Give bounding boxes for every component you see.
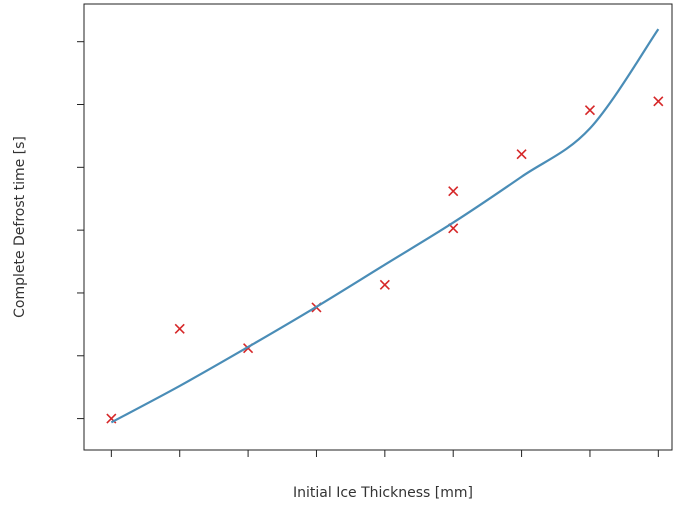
data-point-9 [653, 96, 664, 107]
plot-frame [83, 3, 673, 451]
x-marker-stroke [448, 186, 459, 197]
x-marker-stroke [516, 149, 527, 160]
data-point-8 [584, 105, 596, 116]
x-marker-stroke [584, 105, 596, 116]
x-marker-stroke [379, 279, 390, 290]
x-marker-stroke [174, 323, 185, 334]
data-point-4 [379, 279, 390, 290]
x-axis-label: Initial Ice Thickness [mm] [293, 485, 473, 501]
data-point-1 [174, 323, 185, 334]
y-axis-ticks [77, 41, 84, 420]
y-axis-label: Complete Defrost time [s] [12, 136, 28, 318]
x-marker-stroke [653, 96, 664, 107]
x-marker-stroke [448, 223, 459, 234]
fit-curve-line [110, 28, 660, 424]
series-layer [106, 28, 664, 424]
x-marker-stroke [106, 413, 117, 424]
data-point-7 [516, 149, 527, 160]
data-point-6 [448, 186, 459, 197]
x-axis-ticks [110, 450, 659, 457]
